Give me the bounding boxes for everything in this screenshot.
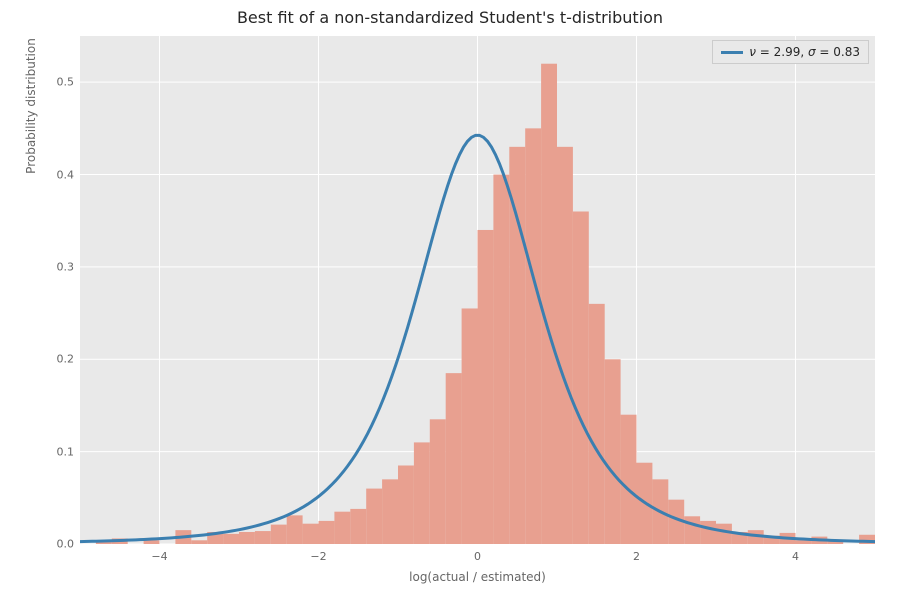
histogram-bar: [446, 373, 462, 544]
chart-title: Best fit of a non-standardized Student's…: [0, 8, 900, 27]
histogram-bar: [144, 540, 160, 544]
legend-label: ν = 2.99, σ = 0.83: [749, 45, 860, 59]
histogram-bar: [509, 147, 525, 544]
x-tick-label: 0: [474, 550, 481, 563]
x-tick-label: −2: [310, 550, 326, 563]
histogram-bar: [398, 465, 414, 544]
figure: Best fit of a non-standardized Student's…: [0, 0, 900, 600]
histogram-bar: [525, 128, 541, 544]
histogram-bar: [334, 512, 350, 544]
histogram-bar: [319, 521, 335, 544]
histogram-bar: [239, 532, 255, 544]
histogram-bar: [621, 415, 637, 544]
histogram-bar: [573, 211, 589, 544]
y-tick-label: 0.5: [50, 76, 74, 89]
x-tick-label: 4: [792, 550, 799, 563]
histogram-bar: [462, 308, 478, 544]
histogram-bar: [700, 521, 716, 544]
chart-axes: ν = 2.99, σ = 0.83: [80, 36, 875, 544]
histogram-bar: [796, 540, 812, 544]
histogram-bar: [478, 230, 494, 544]
legend: ν = 2.99, σ = 0.83: [712, 40, 869, 64]
histogram-bar: [271, 525, 287, 544]
histogram-bar: [430, 419, 446, 544]
histogram-bar: [366, 489, 382, 544]
histogram-bar: [557, 147, 573, 544]
histogram-bar: [684, 516, 700, 544]
histogram-bar: [223, 534, 239, 544]
x-tick-label: 2: [633, 550, 640, 563]
y-tick-label: 0.3: [50, 260, 74, 273]
histogram-bar: [382, 479, 398, 544]
legend-line: [721, 51, 743, 54]
histogram-bar: [541, 64, 557, 544]
plot-svg: [80, 36, 875, 544]
y-tick-label: 0.0: [50, 538, 74, 551]
histogram-bar: [287, 515, 303, 544]
histogram-bar: [589, 304, 605, 544]
y-axis-label: Probability distribution: [24, 0, 38, 360]
histogram-bar: [716, 524, 732, 544]
y-tick-label: 0.2: [50, 353, 74, 366]
histogram-bar: [191, 540, 207, 544]
y-tick-label: 0.4: [50, 168, 74, 181]
histogram-bar: [414, 442, 430, 544]
x-tick-label: −4: [151, 550, 167, 563]
histogram-bar: [605, 359, 621, 544]
histogram-bar: [350, 509, 366, 544]
x-axis-label: log(actual / estimated): [80, 570, 875, 584]
histogram-bar: [303, 524, 319, 544]
y-tick-label: 0.1: [50, 445, 74, 458]
histogram-bar: [255, 531, 271, 544]
histogram-bar: [493, 175, 509, 544]
